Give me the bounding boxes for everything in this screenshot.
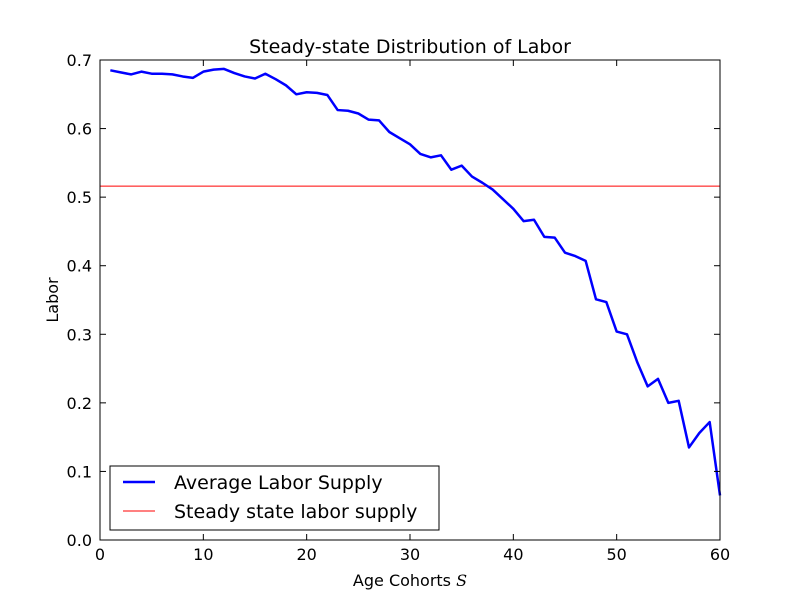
plot-area — [100, 60, 720, 540]
x-axis-label-symbol: S — [456, 571, 467, 590]
legend-box — [109, 465, 440, 531]
x-tick-label: 50 — [606, 545, 626, 564]
x-tick-label: 20 — [296, 545, 316, 564]
legend-label-steady-state: Steady state labor supply — [174, 501, 417, 523]
data-layer — [100, 67, 722, 496]
y-tick-label: 0.0 — [67, 531, 92, 550]
x-tick-label: 0 — [95, 545, 105, 564]
y-tick-label: 0.3 — [67, 325, 92, 344]
x-tick-label: 30 — [400, 545, 420, 564]
chart-title: Steady-state Distribution of Labor — [249, 36, 571, 58]
x-axis-label: Age Cohorts S — [353, 571, 467, 590]
y-tick-label: 0.4 — [67, 257, 92, 276]
average-labor-supply-line — [110, 67, 722, 496]
legend: Average Labor Supply Steady state labor … — [109, 465, 440, 531]
ticks-layer: 0 10 20 30 40 50 60 0.0 0.1 0.2 0.3 0.4 0.5 0.6 0.7 — [67, 51, 731, 564]
y-axis-label: Labor — [43, 277, 62, 323]
x-tick-label: 60 — [710, 545, 730, 564]
y-tick-label: 0.5 — [67, 188, 92, 207]
y-tick-label: 0.2 — [67, 394, 92, 413]
x-axis-label-text: Age Cohorts — [353, 571, 451, 590]
x-tick-label: 40 — [503, 545, 523, 564]
x-tick-label: 10 — [193, 545, 213, 564]
y-tick-label: 0.6 — [67, 120, 92, 139]
y-tick-label: 0.7 — [67, 51, 92, 70]
legend-label-average-labor: Average Labor Supply — [174, 472, 383, 494]
y-tick-label: 0.1 — [67, 462, 92, 481]
